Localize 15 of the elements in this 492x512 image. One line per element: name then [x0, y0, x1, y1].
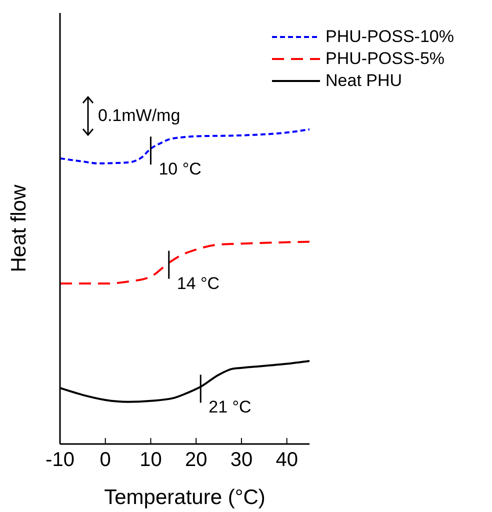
y-axis-title: Heat flow [7, 184, 30, 272]
text: 0.1mW/mg [98, 106, 180, 126]
x-tick-label: 10 [140, 449, 162, 472]
x-axis-title: Temperature (°C) [104, 486, 266, 509]
annotation: 21 °C [208, 398, 252, 417]
legend-label: PHU-POSS-10% [326, 26, 454, 48]
x-tick-label: 40 [276, 449, 298, 472]
annotation: 10 °C [158, 160, 202, 179]
annotation: 14 °C [176, 274, 220, 293]
x-tick-label: 20 [184, 449, 208, 472]
x-tick-label: 30 [230, 449, 253, 472]
x-tick-label: -10 [46, 449, 74, 472]
legend-label: PHU-POSS-5% [326, 48, 445, 70]
x-tick-label: 0 [100, 449, 111, 472]
legend-label: Neat PHU [326, 70, 402, 92]
